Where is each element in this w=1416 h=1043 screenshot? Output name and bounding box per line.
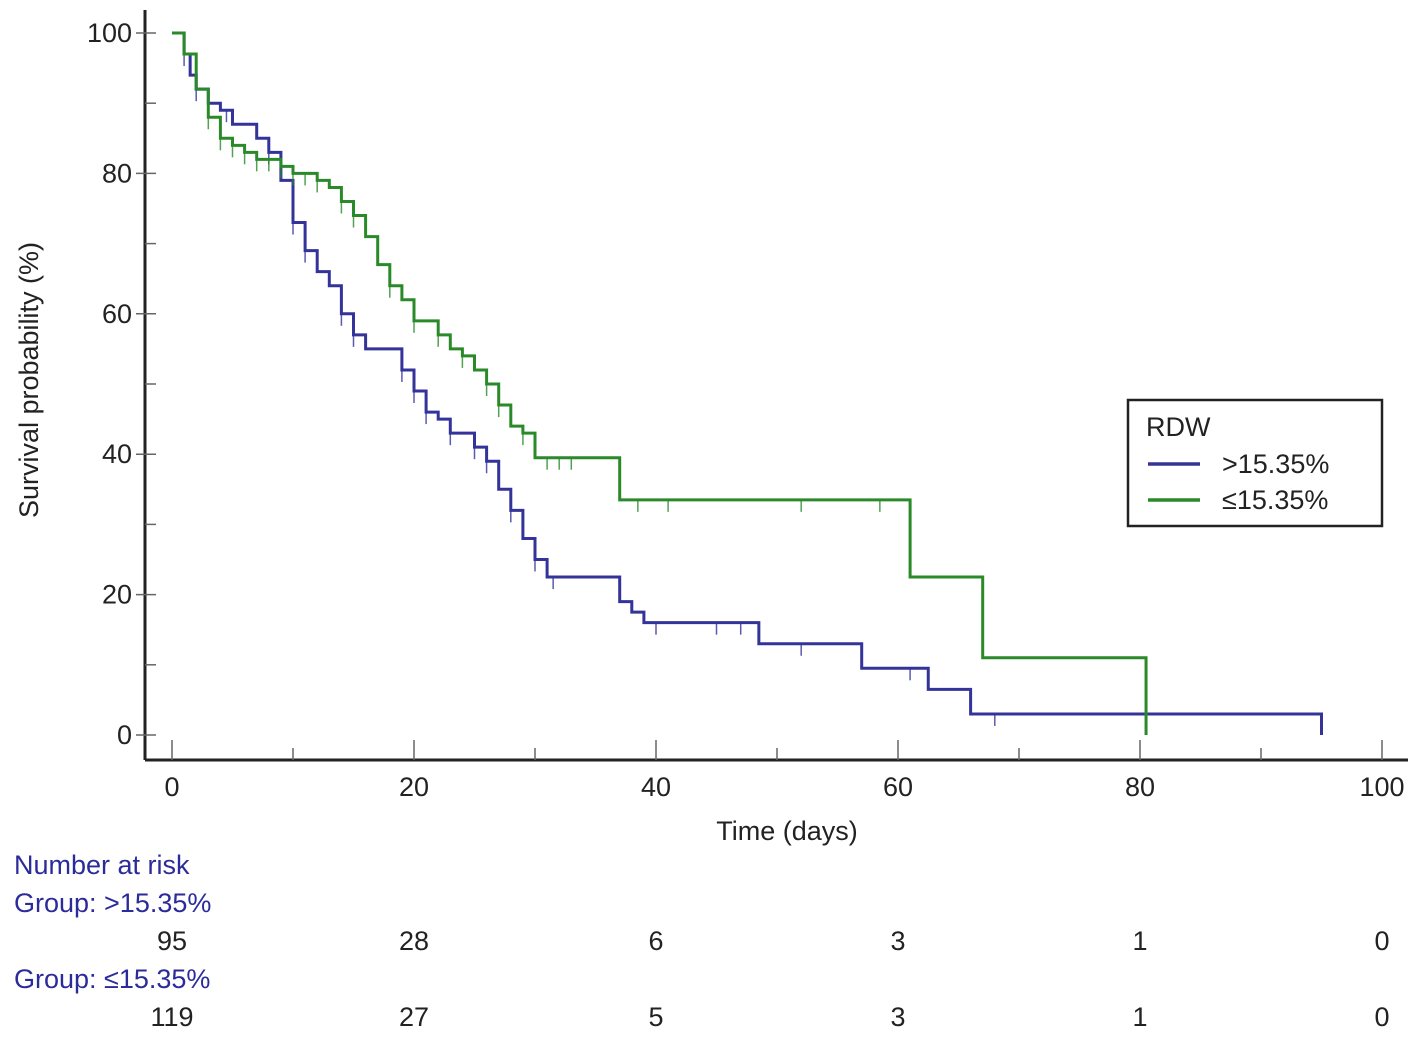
y-tick-label: 40 (102, 439, 132, 469)
survival-curve-high (172, 31, 1323, 735)
risk-count: 6 (648, 926, 664, 956)
legend-label-high: >15.35% (1222, 449, 1329, 479)
x-axis-title: Time (days) (716, 816, 858, 846)
tick-labels: 0 20 40 60 80 100 0 20 40 60 80 100 (87, 18, 1405, 802)
risk-count: 1 (1132, 1002, 1148, 1032)
x-tick-label: 80 (1125, 772, 1155, 802)
x-tick-label: 60 (883, 772, 913, 802)
risk-group-label-high: Group: >15.35% (14, 888, 212, 918)
y-tick-label: 100 (87, 18, 132, 48)
y-axis-title: Survival probability (%) (14, 242, 44, 518)
risk-group-label-low: Group: ≤15.35% (14, 964, 211, 994)
legend: RDW >15.35% ≤15.35% (1126, 398, 1384, 528)
risk-count: 0 (1374, 926, 1390, 956)
y-tick-label: 20 (102, 580, 132, 610)
survival-curve-low (172, 31, 1148, 735)
risk-count: 28 (398, 926, 430, 956)
plot-area (172, 31, 1323, 735)
x-tick-label: 20 (399, 772, 429, 802)
axes (136, 10, 1408, 762)
survival-chart: 0 20 40 60 80 100 0 20 40 60 80 100 Time (days) Sur… (14, 10, 1408, 846)
risk-count: 3 (890, 1002, 906, 1032)
risk-count: 3 (890, 926, 906, 956)
risk-count: 95 (156, 926, 188, 956)
x-tick-label: 40 (641, 772, 671, 802)
x-tick-label: 100 (1359, 772, 1404, 802)
risk-count: 119 (150, 1002, 194, 1032)
y-tick-label: 80 (102, 158, 132, 188)
risk-count: 5 (648, 1002, 664, 1032)
x-tick-label: 0 (164, 772, 179, 802)
risk-count: 1 (1132, 926, 1148, 956)
legend-title: RDW (1146, 412, 1211, 442)
y-tick-label: 0 (117, 720, 132, 750)
risk-count: 27 (398, 1002, 430, 1032)
y-tick-label: 60 (102, 299, 132, 329)
number-at-risk-heading: Number at risk (14, 850, 190, 880)
risk-count: 0 (1374, 1002, 1390, 1032)
legend-label-low: ≤15.35% (1222, 485, 1328, 515)
